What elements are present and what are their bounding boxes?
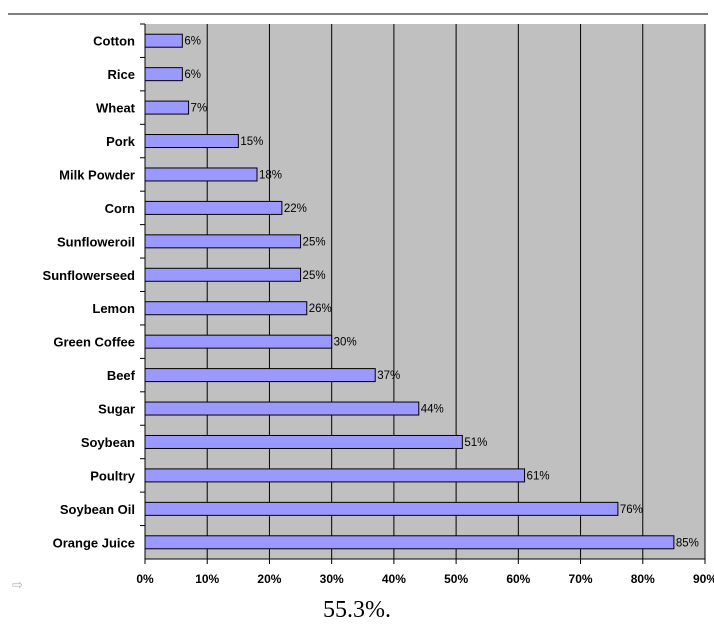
category-label-1: Rice [108,67,135,82]
bar-13 [144,468,526,483]
x-tick-label-4: 40% [382,572,406,586]
data-label-15: 85% [676,537,699,549]
data-label-6: 25% [303,236,326,248]
data-label-0: 6% [184,36,201,48]
category-label-0: Cotton [93,34,135,49]
bar-6 [144,234,302,249]
data-label-12: 51% [464,437,487,449]
x-tick-label-8: 80% [631,572,655,586]
category-label-12: Soybean [81,435,135,450]
category-label-9: Green Coffee [53,335,135,350]
x-tick-label-7: 70% [569,572,593,586]
x-tick-label-5: 50% [444,572,468,586]
x-tick-label-0: 0% [136,572,154,586]
category-label-3: Pork [106,134,136,149]
bar-10 [144,368,376,383]
category-label-13: Poultry [90,468,136,483]
category-label-7: Sunflowerseed [43,268,136,283]
bar-14 [144,501,619,516]
data-label-9: 30% [334,337,357,349]
bar-5 [144,200,283,215]
data-label-14: 76% [620,504,643,516]
category-label-14: Soybean Oil [60,502,135,517]
data-label-7: 25% [303,270,326,282]
data-label-2: 7% [191,103,208,115]
category-label-4: Milk Powder [59,167,135,182]
category-label-2: Wheat [96,101,136,116]
data-label-8: 26% [309,303,332,315]
bar-9 [144,334,333,349]
data-label-5: 22% [284,203,307,215]
bar-15 [144,535,675,550]
data-label-13: 61% [527,470,550,482]
category-label-8: Lemon [92,301,135,316]
bar-7 [144,267,302,282]
data-label-11: 44% [421,404,444,416]
category-label-10: Beef [107,368,136,383]
data-label-1: 6% [184,69,201,81]
category-label-15: Orange Juice [53,535,135,550]
bar-3 [144,134,239,149]
category-label-6: Sunfloweroil [57,234,135,249]
chart-container: 0% 10% 20% 30% 40% 50% 60% 70% 80% 90% Cotton 6% Ric… [8,13,714,594]
bar-0 [144,33,183,48]
x-tick-label-3: 30% [320,572,344,586]
data-label-4: 18% [259,169,282,181]
x-tick-label-1: 10% [195,572,219,586]
bar-chart: 0% 10% 20% 30% 40% 50% 60% 70% 80% 90% Cotton 6% Ric… [8,13,714,586]
category-label-5: Corn [105,201,135,216]
x-tick-label-9: 90% [693,572,714,586]
bar-4 [144,167,258,182]
category-label-11: Sugar [98,402,135,417]
bar-8 [144,301,308,316]
bar-1 [144,67,183,82]
bar-2 [144,100,190,115]
footer-text: 55.3%. [323,597,391,623]
data-label-3: 15% [240,136,263,148]
x-tick-label-2: 20% [257,572,281,586]
data-label-10: 37% [377,370,400,382]
x-tick-label-6: 60% [506,572,530,586]
arrow-right-icon: ⇨ [12,578,23,593]
bar-12 [144,434,463,449]
bar-11 [144,401,420,416]
